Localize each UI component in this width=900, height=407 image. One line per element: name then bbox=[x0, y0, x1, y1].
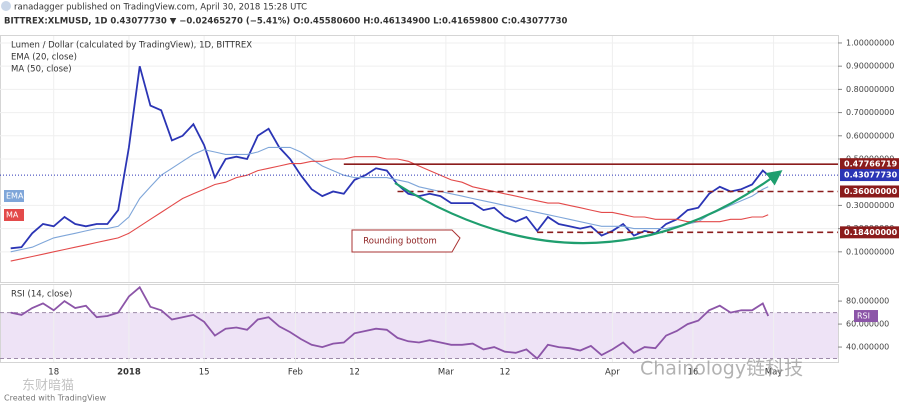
y-tick-label: 0.80000000 bbox=[846, 85, 894, 94]
y-tick-label: 0.70000000 bbox=[846, 108, 894, 117]
publisher: ranadagger published on TradingView.com,… bbox=[14, 3, 307, 13]
x-tick-label: May bbox=[765, 368, 783, 378]
watermark: Chainology链科技 bbox=[640, 358, 803, 380]
y-tick-label: 40.000000 bbox=[846, 343, 889, 352]
symbol-line: BITTREX:XLMUSD, 1D 0.43077730 ▼ −0.02465… bbox=[4, 17, 568, 27]
y-tick-label: 80.000000 bbox=[846, 297, 889, 306]
panel-tag-label: RSI bbox=[857, 312, 870, 321]
level-tag bbox=[840, 185, 899, 198]
annotation: Rounding bottom bbox=[363, 237, 436, 247]
y-tick-label: 0.30000000 bbox=[846, 201, 894, 210]
level-tag bbox=[840, 226, 899, 239]
y-tick-label: 0.10000000 bbox=[846, 247, 894, 256]
watermark: 东财暗猫 bbox=[22, 379, 74, 394]
panel-tag bbox=[854, 310, 878, 323]
annotation-box bbox=[351, 229, 461, 253]
rsi-band bbox=[1, 312, 838, 359]
level-label: 0.36000000 bbox=[844, 187, 898, 196]
x-tick-label: 15 bbox=[199, 368, 210, 378]
level-label: 0.18400000 bbox=[844, 228, 898, 237]
chart-title: Lumen / Dollar (calculated by TradingVie… bbox=[11, 41, 252, 51]
legend-entry: MA (50, close) bbox=[11, 65, 72, 75]
legend-entry: EMA (20, close) bbox=[11, 53, 77, 63]
level-tag bbox=[840, 169, 899, 182]
x-tick-label: Mar bbox=[438, 368, 455, 378]
x-tick-label: Feb bbox=[288, 368, 303, 378]
rsi-title: RSI (14, close) bbox=[11, 290, 72, 300]
level-label: 0.43077730 bbox=[844, 171, 898, 180]
series-line bbox=[10, 156, 769, 262]
series-line bbox=[10, 65, 769, 250]
series-tag-label: EMA bbox=[6, 192, 24, 201]
y-tick-label: 0.60000000 bbox=[846, 131, 894, 140]
series-line bbox=[10, 146, 769, 253]
y-tick-label: 0.90000000 bbox=[846, 62, 894, 71]
series-line bbox=[10, 285, 770, 360]
x-tick-label: 12 bbox=[500, 368, 511, 378]
rounding-curve bbox=[394, 170, 783, 245]
series-tag bbox=[4, 209, 24, 221]
avatar bbox=[1, 1, 11, 11]
series-tag-label: MA bbox=[6, 211, 19, 220]
x-tick-label: Apr bbox=[605, 368, 620, 378]
y-tick-label: 60.000000 bbox=[846, 320, 889, 329]
rsi-panel bbox=[0, 284, 839, 363]
x-tick-label: 2018 bbox=[117, 368, 141, 378]
series-tag bbox=[4, 190, 24, 202]
footer: Created with TradingView bbox=[4, 394, 107, 403]
x-tick-label: 16 bbox=[688, 368, 699, 378]
level-label: 0.47766719 bbox=[844, 160, 898, 169]
y-tick-label: 1.00000000 bbox=[846, 38, 894, 47]
x-tick-label: 18 bbox=[48, 368, 59, 378]
x-tick-label: 12 bbox=[349, 368, 360, 378]
level-tag bbox=[840, 158, 899, 171]
